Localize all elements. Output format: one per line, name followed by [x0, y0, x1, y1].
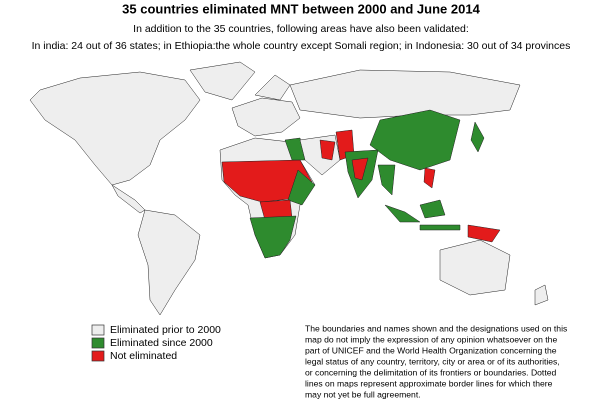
disclaimer-line: may not yet be full agreement.	[305, 389, 421, 399]
legend: Eliminated prior to 2000 Eliminated sinc…	[91, 324, 221, 362]
world-map	[29, 61, 549, 316]
disclaimer-line: or concerning the delimitation of its fr…	[305, 367, 556, 377]
legend-swatch	[91, 350, 105, 362]
subtitle: In addition to the 35 countries, followi…	[133, 23, 469, 35]
disclaimer: The boundaries and names shown and the d…	[305, 323, 567, 399]
legend-label: Eliminated prior to 2000	[110, 324, 221, 336]
disclaimer-line: The boundaries and names shown and the d…	[305, 323, 567, 333]
disclaimer-line: map do not imply the expression of any o…	[305, 334, 557, 344]
title: 35 countries eliminated MNT between 2000…	[122, 1, 480, 16]
legend-label: Not eliminated	[110, 350, 177, 362]
legend-swatch	[91, 337, 105, 349]
legend-label: Eliminated since 2000	[110, 337, 213, 349]
disclaimer-line: legal status of any country, territory, …	[305, 356, 560, 366]
legend-swatch	[91, 324, 105, 336]
disclaimer-line: part of UNICEF and the World Health Orga…	[305, 345, 557, 355]
disclaimer-line: lines on maps represent approximate bord…	[305, 378, 553, 388]
subtitle: In india: 24 out of 36 states; in Ethiop…	[32, 40, 571, 52]
